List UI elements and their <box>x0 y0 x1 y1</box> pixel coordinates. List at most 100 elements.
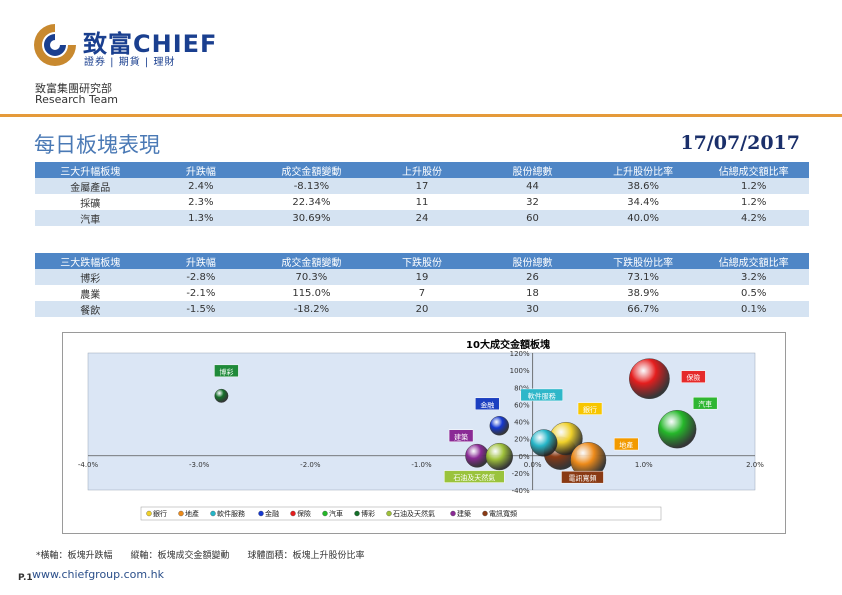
y-tick-label: 80% <box>514 384 530 392</box>
brand-subtitle: 證券 | 期貨 | 理財 <box>84 57 176 68</box>
losers-col-header: 股份總數 <box>477 253 588 269</box>
page-number: P.1 <box>18 573 33 583</box>
sector-bubble-chart: 10大成交金額板塊 -4.0% -3.0% -2.0% -1.0% 0.0% 1.0% 2.0… <box>62 332 786 534</box>
legend-marker <box>322 510 328 517</box>
bubble-chart-svg: 10大成交金額板塊 -4.0% -3.0% -2.0% -1.0% 0.0% 1.0% 2.0… <box>78 338 764 521</box>
legend-label: 石油及天然氣 <box>393 509 435 518</box>
gainers-row: 汽車 1.3% 30.69% 24 60 40.0% 4.2% <box>35 210 809 226</box>
legend-label: 保險 <box>297 509 311 518</box>
gainers-cell: 30.69% <box>256 210 367 226</box>
gainers-cell: 汽車 <box>35 210 146 226</box>
top-losers-table: 三大跌幅板塊 升跌幅 成交金額變動 下跌股份 股份總數 下跌股份比率 佔總成交額比率 博彩 -2… <box>35 253 809 317</box>
bubble-label-box <box>614 437 639 451</box>
x-tick-label: 0.0% <box>524 461 542 469</box>
gainers-col-header: 股份總數 <box>477 162 588 178</box>
bubble-label: 銀行 <box>583 405 597 414</box>
gainers-header-row: 三大升幅板塊 升跌幅 成交金額變動 上升股份 股份總數 上升股份比率 佔總成交額比率 <box>35 162 809 178</box>
x-tick-label: -3.0% <box>189 461 210 469</box>
bubble-label: 博彩 <box>219 367 233 376</box>
x-tick-label: -2.0% <box>300 461 321 469</box>
x-tick-label: 1.0% <box>635 461 653 469</box>
gainers-cell: 22.34% <box>292 196 331 208</box>
bubble-point <box>489 416 510 436</box>
losers-col-header: 下跌股份 <box>366 253 478 269</box>
legend-label: 軟件服務 <box>217 509 245 518</box>
y-tick-label: 120% <box>510 350 530 358</box>
y-tick-label: 20% <box>514 436 530 444</box>
gainers-cell: 17 <box>366 178 478 194</box>
y-tick-label: 100% <box>510 367 530 375</box>
gainers-row: 金屬產品 2.4% -8.13% 17 44 38.6% 1.2% <box>35 178 809 194</box>
department-cn: 致富集團研究部 <box>35 82 112 95</box>
gainers-cell: 60 <box>477 210 588 226</box>
x-tick-label: -1.0% <box>411 461 432 469</box>
bubble-point <box>485 442 513 471</box>
losers-cell: 0.1% <box>698 301 809 317</box>
losers-cell: -2.1% <box>186 287 216 299</box>
legend-label: 汽車 <box>329 509 343 518</box>
gainers-cell: 2.3% <box>188 196 214 208</box>
gainers-cell: 金屬產品 <box>35 178 146 194</box>
losers-cell: 70.3% <box>256 269 367 285</box>
y-tick-label: -40% <box>512 487 530 495</box>
losers-row: 農業 -2.1% 115.0% 7 18 38.9% 0.5% <box>35 285 809 301</box>
bubble-label: 石油及天然氣 <box>453 473 495 482</box>
bubble-label: 建築 <box>454 432 468 441</box>
bubble-label: 保險 <box>686 373 700 382</box>
bubble-label-box <box>444 470 505 483</box>
losers-cell: -18.2% <box>256 301 367 317</box>
bubble-point <box>465 443 489 468</box>
losers-cell: 0.5% <box>740 287 767 299</box>
bubble-label: 軟件服務 <box>528 391 556 400</box>
legend-marker <box>482 510 488 517</box>
gainers-cell: 34.4% <box>627 196 659 208</box>
gainers-col-header: 上升股份比率 <box>587 162 699 178</box>
y-tick-label: 0% <box>519 453 530 461</box>
legend-box <box>140 506 662 521</box>
losers-col-header: 三大跌幅板塊 <box>35 253 146 269</box>
bubble-label-box <box>475 397 500 411</box>
losers-row: 博彩 -2.8% 70.3% 19 26 73.1% 3.2% <box>35 269 809 285</box>
brand-name: 致富CHIEF <box>83 30 218 58</box>
legend-label: 電訊寬頻 <box>489 509 517 518</box>
losers-cell: 38.9% <box>627 287 659 299</box>
gainers-col-header: 三大升幅板塊 <box>35 162 146 178</box>
top-gainers-table: 三大升幅板塊 升跌幅 成交金額變動 上升股份 股份總數 上升股份比率 佔總成交額比率 金屬產品… <box>35 162 809 226</box>
bubble-point <box>629 358 670 400</box>
y-tick-label: -20% <box>512 470 530 478</box>
losers-cell: 30 <box>477 301 588 317</box>
gainers-cell: 44 <box>477 178 588 194</box>
losers-cell: 20 <box>366 301 478 317</box>
gainers-col-header: 上升股份 <box>366 162 478 178</box>
chart-title: 10大成交金額板塊 <box>466 338 550 351</box>
legend-marker <box>290 510 296 517</box>
losers-cell: -1.5% <box>145 301 257 317</box>
bubble-label-box <box>214 364 239 378</box>
losers-cell: 26 <box>477 269 588 285</box>
website-link[interactable]: www.chiefgroup.com.hk <box>32 568 164 581</box>
bubble-label: 汽車 <box>698 400 712 409</box>
losers-col-header: 成交金額變動 <box>256 253 367 269</box>
legend-label: 金融 <box>265 509 279 518</box>
bubble-label: 地產 <box>619 441 633 450</box>
y-tick-label: 60% <box>514 401 530 409</box>
bubble-label-box <box>520 388 564 402</box>
bubble-label-box <box>448 429 474 442</box>
gainers-cell: 24 <box>366 210 478 226</box>
losers-cell: 18 <box>526 287 539 299</box>
losers-cell: 66.7% <box>587 301 699 317</box>
legend-marker <box>210 510 216 517</box>
gainers-cell: 11 <box>415 196 429 208</box>
page-title: 每日板塊表現 <box>34 133 160 157</box>
legend-marker <box>178 510 184 517</box>
losers-col-header: 升跌幅 <box>145 253 257 269</box>
bubble-label: 電訊寬頻 <box>568 474 596 483</box>
gainers-row: 採礦 2.3% 22.34% 11 32 34.4% 1.2% <box>35 194 809 210</box>
bubble-point <box>214 388 229 403</box>
legend-marker <box>450 510 456 517</box>
legend-label: 地產 <box>185 509 199 518</box>
losers-cell: 73.1% <box>587 269 699 285</box>
legend-label: 博彩 <box>361 509 375 518</box>
gainers-col-header: 升跌幅 <box>145 162 257 178</box>
department-en: Research Team <box>35 93 119 106</box>
